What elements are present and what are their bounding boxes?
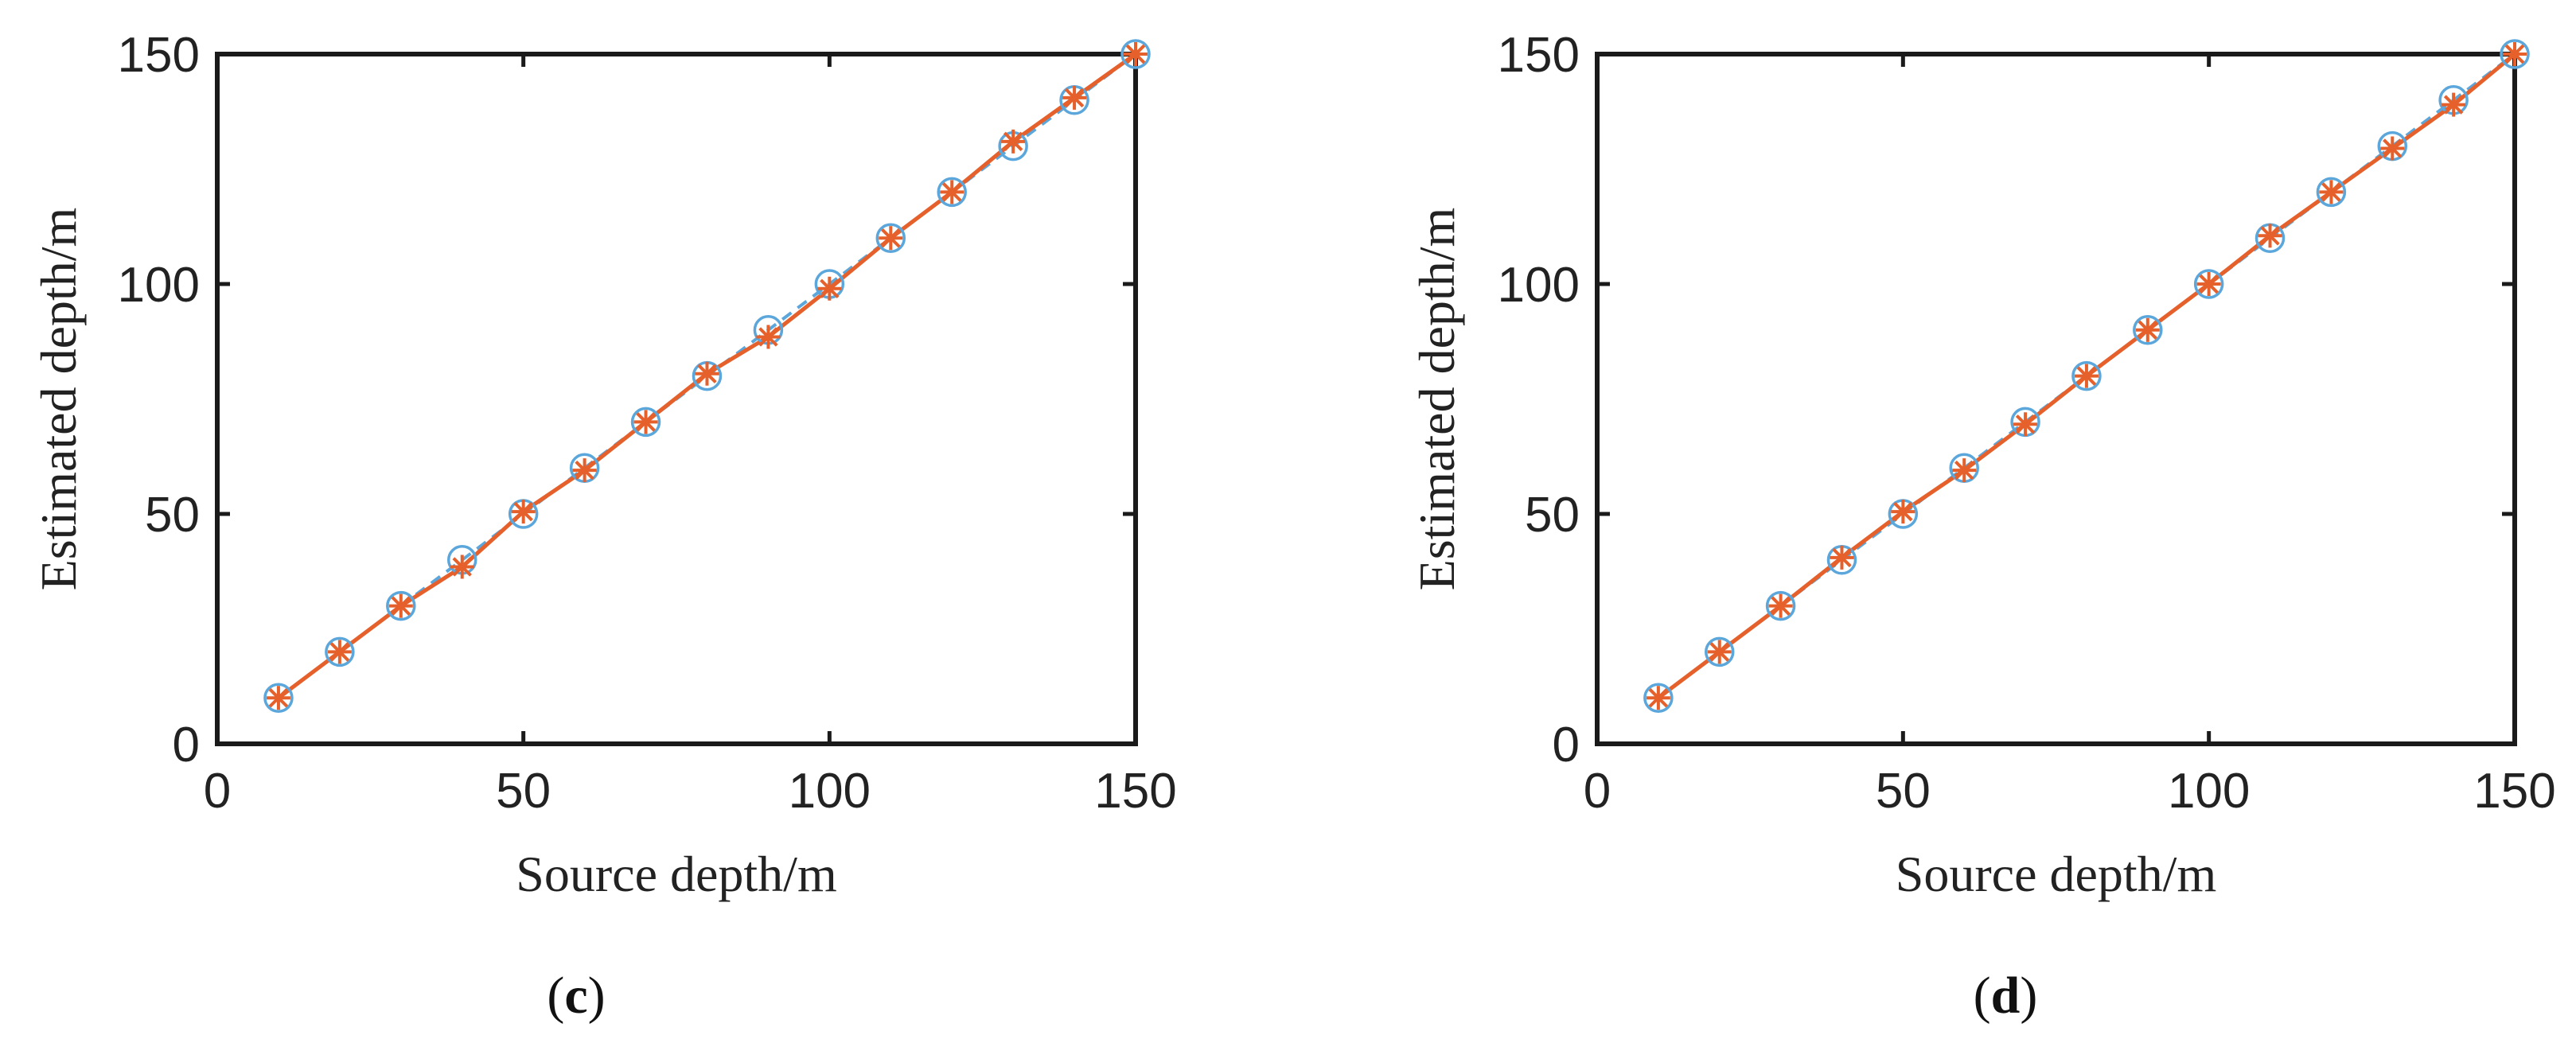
y-tick-label: 100 (118, 258, 200, 313)
x-tick-label: 100 (789, 764, 871, 819)
estimated-point (2013, 412, 2038, 437)
x-tick-label: 0 (204, 764, 231, 819)
panel-letter: d (1991, 967, 2021, 1025)
estimated-point (266, 686, 290, 710)
estimated-point (2074, 364, 2099, 388)
y-tick-label: 0 (1553, 718, 1580, 772)
reference-point (875, 223, 906, 253)
chart-panel-d: 0 50 100 150 0 50 100 150 Source depth/m Estimate… (1409, 28, 2556, 1025)
estimated-point (695, 361, 719, 386)
panel-letter: c (564, 967, 587, 1025)
estimated-point (2503, 42, 2527, 66)
panel-label: (d) (1974, 967, 2038, 1025)
y-tick-label: 50 (145, 488, 200, 543)
estimated-point (1952, 458, 1977, 483)
reference-point (1704, 636, 1735, 667)
y-tick-label: 150 (1498, 28, 1580, 83)
estimated-point (2380, 136, 2405, 161)
x-tick-label: 100 (2168, 764, 2250, 819)
estimated-point (817, 276, 842, 301)
estimated-point (2258, 224, 2282, 248)
reference-point (2500, 39, 2530, 69)
estimated-point (756, 325, 781, 349)
y-tick-label: 150 (118, 28, 200, 83)
reference-point (263, 683, 294, 713)
estimated-point (2319, 180, 2344, 204)
x-axis-label: Source depth/m (516, 846, 836, 902)
estimated-point (2196, 272, 2221, 296)
estimated-point (1646, 686, 1670, 710)
y-tick-label: 0 (173, 718, 200, 772)
panel-label: (c) (547, 967, 605, 1025)
reference-point (2071, 360, 2102, 391)
estimated-point (1062, 85, 1087, 110)
reference-point (1765, 590, 1796, 621)
x-tick-label: 150 (2473, 764, 2555, 819)
estimated-point (879, 226, 903, 251)
x-tick-label: 0 (1584, 764, 1611, 819)
y-tick-label: 100 (1498, 258, 1580, 313)
reference-point (386, 590, 416, 621)
estimated-point (1830, 545, 1854, 570)
estimated-point (940, 180, 965, 204)
y-axis-label: Estimated depth/m (30, 208, 87, 591)
estimated-point (2135, 317, 2160, 342)
reference-point (1120, 39, 1151, 69)
estimated-point (1124, 42, 1148, 66)
estimated-point (450, 555, 474, 579)
estimated-point (327, 640, 352, 664)
estimated-point (1001, 129, 1026, 154)
reference-point (325, 636, 355, 667)
estimated-point (511, 500, 536, 524)
reference-point (937, 177, 967, 208)
x-tick-label: 150 (1094, 764, 1176, 819)
x-axis-label: Source depth/m (1896, 846, 2216, 902)
reference-point (2193, 269, 2224, 299)
y-tick-label: 50 (1525, 488, 1580, 543)
reference-point (1643, 683, 1674, 713)
reference-point (2316, 177, 2347, 208)
estimated-point (572, 458, 597, 483)
estimated-point (633, 410, 658, 434)
estimated-point (1768, 593, 1793, 618)
estimated-point (2442, 92, 2466, 117)
x-tick-label: 50 (496, 764, 551, 819)
estimated-point (1891, 500, 1915, 524)
x-tick-label: 50 (1876, 764, 1931, 819)
y-axis-label: Estimated depth/m (1409, 208, 1465, 591)
chart-panel-c: 0 50 100 150 0 50 100 150 Source depth/m Estimate… (30, 28, 1177, 1025)
reference-point (630, 407, 661, 438)
estimated-point (1707, 640, 1732, 664)
estimated-point (388, 593, 413, 618)
reference-point (2133, 315, 2163, 345)
